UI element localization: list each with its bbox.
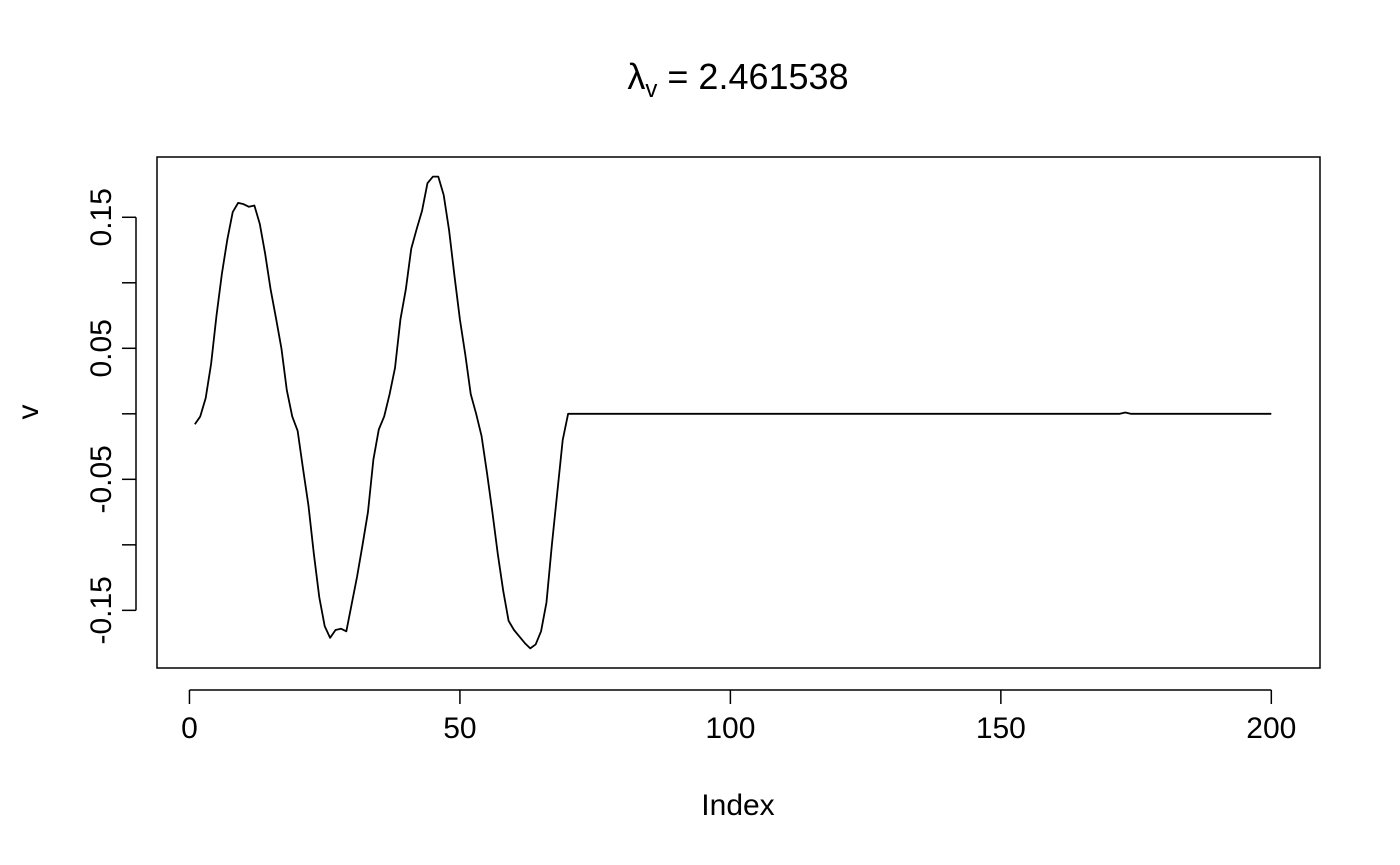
x-tick-label: 50 — [443, 712, 476, 745]
x-axis-title: Index — [701, 789, 774, 822]
y-axis-title: v — [12, 405, 45, 420]
title-subscript: v — [645, 76, 657, 103]
y-tick-label: -0.15 — [85, 576, 118, 644]
x-axis: 0 50 100 150 200 — [181, 689, 1296, 745]
x-tick-label: 150 — [976, 712, 1026, 745]
series-line-v — [194, 175, 1272, 650]
chart-title: λv = 2.461538 — [627, 56, 848, 103]
y-tick-label: 0.15 — [85, 188, 118, 246]
y-tick-label: -0.05 — [85, 445, 118, 513]
x-tick-label: 0 — [181, 712, 198, 745]
y-tick-label: 0.05 — [85, 319, 118, 377]
plot-frame — [156, 156, 1321, 669]
title-value: = 2.461538 — [657, 56, 848, 97]
title-symbol: λ — [627, 56, 645, 97]
x-tick-label: 100 — [705, 712, 755, 745]
series-layer — [194, 175, 1272, 650]
x-tick-label: 200 — [1246, 712, 1296, 745]
y-axis: -0.15 -0.05 0.05 0.15 — [85, 188, 137, 645]
